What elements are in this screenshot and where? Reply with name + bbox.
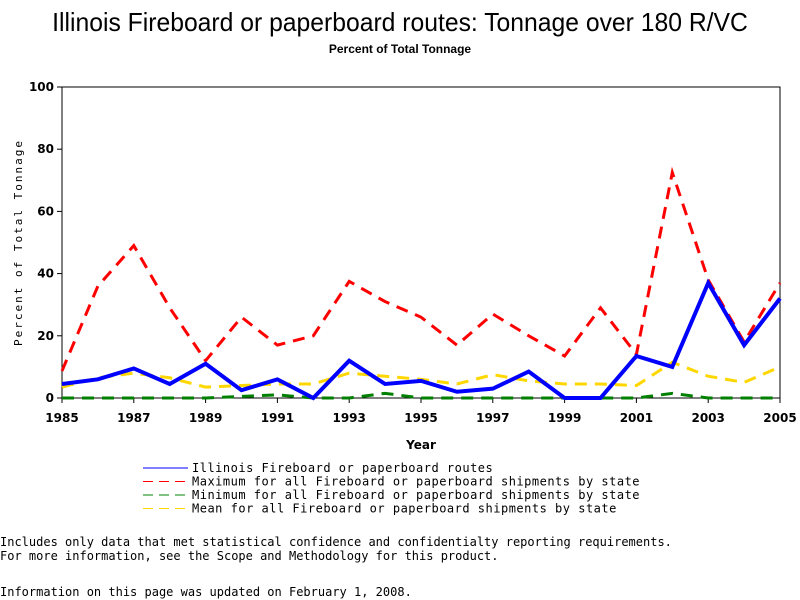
legend-label-3: Mean for all Fireboard or paperboard shi…: [192, 502, 617, 516]
x-tick-label: 1991: [261, 411, 294, 425]
x-tick-label: 1987: [117, 411, 150, 425]
series-line-2: [62, 391, 780, 400]
x-axis-label: Year: [405, 438, 436, 452]
y-axis-label: Percent of Total Tonnage: [12, 139, 25, 346]
y-tick-label: 40: [37, 267, 54, 281]
footer-note-methodology: For more information, see the Scope and …: [0, 549, 499, 563]
x-tick-label: 1993: [332, 411, 365, 425]
legend-label-2: Minimum for all Fireboard or paperboard …: [192, 488, 640, 502]
legend-label-1: Maximum for all Fireboard or paperboard …: [192, 475, 640, 489]
chart-subtitle: Percent of Total Tonnage: [328, 42, 472, 56]
x-tick-label: 1999: [548, 411, 581, 425]
y-tick-label: 0: [46, 391, 54, 405]
x-tick-label: 1997: [476, 411, 509, 425]
chart-title: Illinois Fireboard or paperboard routes:…: [52, 7, 748, 37]
y-tick-label: 80: [37, 142, 54, 156]
x-tick-label: 2001: [620, 411, 653, 425]
y-tick-label: 60: [37, 204, 54, 218]
x-tick-label: 2003: [691, 411, 724, 425]
legend-label-0: Illinois Fireboard or paperboard routes: [192, 461, 493, 475]
x-tick-label: 1995: [404, 411, 437, 425]
plot-frame: [61, 86, 781, 399]
y-tick-label: 100: [29, 80, 54, 94]
x-tick-label: 1985: [45, 411, 78, 425]
x-tick-label: 2005: [763, 411, 796, 425]
footer-note-confidence: Includes only data that met statistical …: [0, 535, 672, 549]
series-line-1: [60, 166, 782, 372]
y-tick-label: 20: [37, 329, 54, 343]
series-line-0: [61, 278, 782, 401]
footer-updated: Information on this page was updated on …: [0, 585, 412, 599]
x-tick-label: 1989: [189, 411, 222, 425]
